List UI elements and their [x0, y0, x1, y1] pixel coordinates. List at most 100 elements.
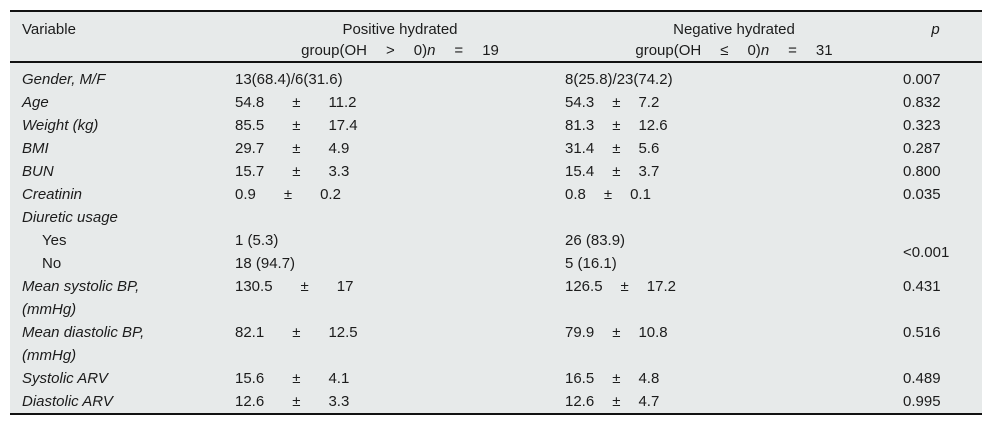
table-row: Weight (kg) 85.5 ±17.4 81.3 ±12.6 0.323	[10, 114, 982, 137]
table-row: BUN 15.7 ±3.3 15.4 ±3.7 0.800	[10, 160, 982, 183]
group2-operator: ≤	[720, 42, 729, 59]
table-row: Diuretic usage	[10, 206, 982, 229]
group2-equals: =	[788, 42, 797, 59]
variable-label: BMI	[22, 140, 49, 157]
variable-cell: Age	[10, 91, 235, 114]
header-p-label: p	[931, 21, 940, 38]
group1-value-cell	[235, 206, 565, 229]
variable-label: Gender, M/F	[22, 71, 106, 88]
plus-minus-sign: ±	[603, 186, 613, 203]
plus-minus-sign: ±	[612, 370, 621, 387]
group2-sd: 0.1	[630, 186, 651, 203]
table-row: No 18 (94.7) 5 (16.1)	[10, 252, 982, 275]
variable-cell: Mean diastolic BP, (mmHg)	[10, 321, 235, 367]
group2-value-cell: 26 (83.9)	[565, 229, 903, 252]
group1-prefix: group(OH	[301, 42, 367, 59]
variable-label: Diuretic usage	[22, 209, 118, 226]
group1-sd: 3.3	[328, 163, 350, 180]
p-value-cell: 0.832	[903, 91, 982, 114]
p-value: 0.800	[903, 163, 941, 180]
group2-value-cell: 81.3 ±12.6	[565, 114, 903, 137]
group1-mean: 15.6	[235, 370, 265, 387]
variable-cell: Weight (kg)	[10, 114, 235, 137]
header-variable: Variable	[10, 12, 235, 63]
variable-label: BUN	[22, 163, 54, 180]
group2-value: 26 (83.9)	[565, 232, 626, 249]
group1-count: 19	[482, 42, 499, 59]
group1-mean: 85.5	[235, 117, 265, 134]
table-row: Diastolic ARV 12.6 ±3.3 12.6 ±4.7 0.995	[10, 390, 982, 413]
plus-minus-sign: ±	[292, 163, 301, 180]
group1-sd: 4.1	[328, 370, 350, 387]
group2-value-cell: 5 (16.1)	[565, 252, 903, 275]
header-row: Variable Positive hydrated group(OH > 0)…	[10, 12, 982, 63]
p-value: 0.323	[903, 117, 941, 134]
group2-sd: 3.7	[638, 163, 660, 180]
group2-mean: 54.3	[565, 94, 595, 111]
p-value-cell: 0.800	[903, 160, 982, 183]
header-group-positive: Positive hydrated group(OH > 0)n = 19	[235, 12, 565, 63]
group2-value-cell	[565, 206, 903, 229]
group2-value: 5 (16.1)	[565, 255, 617, 272]
group1-n-symbol: n	[427, 42, 436, 59]
variable-label: Weight (kg)	[22, 117, 99, 134]
group2-prefix: group(OH	[635, 42, 702, 59]
variable-label: Age	[22, 94, 49, 111]
table-row: Mean diastolic BP, (mmHg) 82.1 ±12.5 79.9 ±…	[10, 321, 982, 367]
plus-minus-sign: ±	[292, 117, 301, 134]
group2-value-cell: 8(25.8)/23(74.2)	[565, 62, 903, 91]
group1-sd: 12.5	[328, 324, 358, 341]
group1-mean: 0.9	[235, 186, 256, 203]
group1-mean: 54.8	[235, 94, 265, 111]
p-value: 0.431	[903, 278, 941, 295]
group1-sd: 11.2	[328, 94, 357, 111]
group2-mean: 15.4	[565, 163, 595, 180]
group2-value: 8(25.8)/23(74.2)	[565, 71, 673, 88]
p-value-cell: 0.287	[903, 137, 982, 160]
group2-value-cell: 16.5 ±4.8	[565, 367, 903, 390]
variable-cell: Yes	[10, 229, 235, 252]
group1-value-cell: 29.7 ±4.9	[235, 137, 565, 160]
variable-label: Mean diastolic BP,	[22, 324, 145, 341]
plus-minus-sign: ±	[292, 140, 301, 157]
p-value: <0.001	[903, 243, 950, 261]
group2-mean: 79.9	[565, 324, 595, 341]
group1-mean: 29.7	[235, 140, 265, 157]
group2-count: 31	[815, 42, 833, 59]
statistics-table-panel: Variable Positive hydrated group(OH > 0)…	[10, 10, 982, 415]
group1-zero: 0)	[413, 42, 428, 59]
group2-sd: 5.6	[638, 140, 660, 157]
p-value-cell: <0.001	[903, 229, 982, 275]
group1-value-cell: 15.7 ±3.3	[235, 160, 565, 183]
p-value: 0.489	[903, 370, 941, 387]
plus-minus-sign: ±	[292, 324, 301, 341]
p-value-cell	[903, 206, 982, 229]
variable-cell: Mean systolic BP, (mmHg)	[10, 275, 235, 321]
table-row: Mean systolic BP, (mmHg) 130.5 ±17 126.5 ±1…	[10, 275, 982, 321]
plus-minus-sign: ±	[612, 117, 621, 134]
p-value: 0.007	[903, 71, 941, 88]
plus-minus-sign: ±	[283, 186, 293, 203]
group1-operator: >	[385, 42, 395, 59]
table-row: Gender, M/F 13(68.4)/6(31.6) 8(25.8)/23(…	[10, 62, 982, 91]
group2-mean: 126.5	[565, 278, 603, 295]
p-value: 0.287	[903, 140, 941, 157]
group1-value: 18 (94.7)	[235, 255, 296, 272]
group1-mean: 12.6	[235, 393, 265, 410]
group2-value-cell: 15.4 ±3.7	[565, 160, 903, 183]
variable-label-line2: (mmHg)	[22, 301, 77, 318]
group2-mean: 81.3	[565, 117, 595, 134]
group2-zero-n: 0)n	[747, 40, 769, 61]
p-value: 0.035	[903, 186, 941, 203]
group2-sd: 4.8	[638, 370, 660, 387]
group1-value-cell: 13(68.4)/6(31.6)	[235, 62, 565, 91]
baseline-characteristics-table: Variable Positive hydrated group(OH > 0)…	[10, 12, 982, 413]
group2-value-cell: 79.9 ±10.8	[565, 321, 903, 367]
table-row: Age 54.8 ±11.2 54.3 ±7.2 0.832	[10, 91, 982, 114]
group1-zero-n: 0)n	[414, 40, 436, 61]
group2-mean: 0.8	[565, 186, 586, 203]
table-row: Creatinin 0.9 ±0.2 0.8 ±0.1 0.035	[10, 183, 982, 206]
group1-value-cell: 54.8 ±11.2	[235, 91, 565, 114]
group1-title: Positive hydrated	[342, 21, 458, 38]
group1-value: 13(68.4)/6(31.6)	[235, 71, 343, 88]
